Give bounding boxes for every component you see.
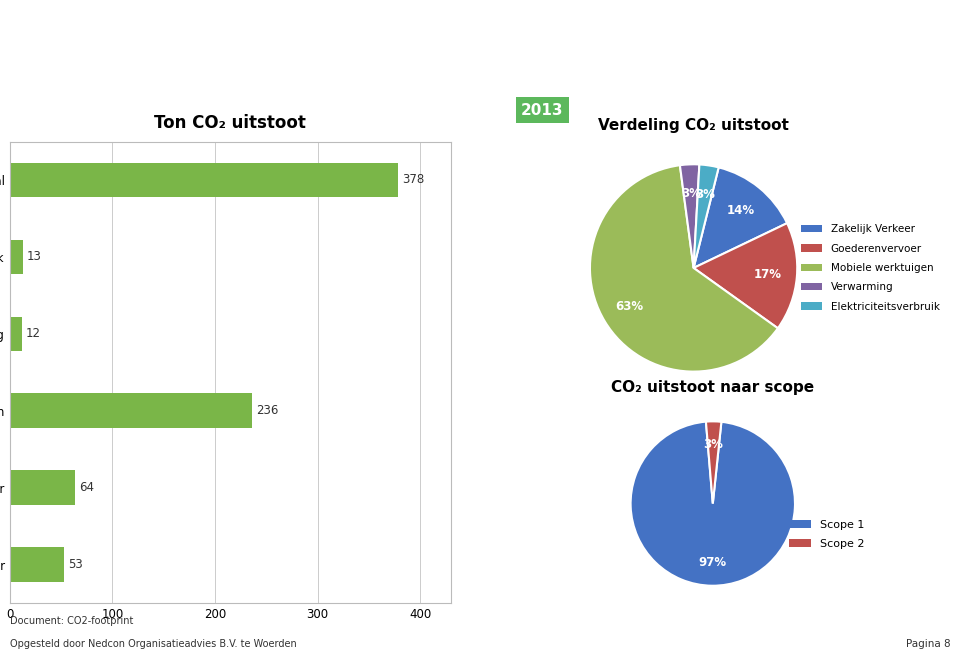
Title: Ton CO₂ uitstoot: Ton CO₂ uitstoot [155, 114, 306, 132]
Text: Document: CO2-footprint: Document: CO2-footprint [10, 616, 133, 627]
Text: 3%: 3% [695, 188, 714, 200]
Text: 236: 236 [256, 405, 278, 417]
Text: 3%: 3% [681, 187, 701, 200]
Title: CO₂ uitstoot naar scope: CO₂ uitstoot naar scope [612, 380, 814, 395]
Bar [10, 548, 64, 582]
Wedge shape [590, 165, 778, 372]
Text: 12: 12 [26, 328, 41, 340]
Text: Pagina 8: Pagina 8 [906, 639, 950, 648]
Bar [10, 393, 252, 428]
Bar [10, 471, 75, 505]
Bar [10, 163, 397, 197]
Text: 2013: 2013 [521, 103, 564, 118]
Text: 7. Overzicht emissies: 7. Overzicht emissies [10, 103, 192, 118]
Bar [10, 240, 23, 274]
Text: 14%: 14% [727, 204, 755, 217]
Wedge shape [693, 223, 797, 328]
Wedge shape [680, 164, 700, 268]
Bar [10, 316, 22, 351]
Text: 13: 13 [27, 250, 42, 264]
Text: 53: 53 [68, 558, 83, 571]
Wedge shape [706, 421, 721, 503]
Text: 64: 64 [80, 481, 94, 494]
Title: Verdeling CO₂ uitstoot: Verdeling CO₂ uitstoot [598, 118, 789, 133]
Wedge shape [631, 422, 795, 586]
Text: 97%: 97% [698, 556, 727, 569]
Text: 17%: 17% [754, 268, 782, 281]
Legend: Scope 1, Scope 2: Scope 1, Scope 2 [784, 515, 869, 554]
Legend: Zakelijk Verkeer, Goederenvervoer, Mobiele werktuigen, Verwarming, Elektriciteit: Zakelijk Verkeer, Goederenvervoer, Mobie… [797, 220, 944, 316]
Text: 378: 378 [402, 173, 424, 186]
Text: Opgesteld door Nedcon Organisatieadvies B.V. te Woerden: Opgesteld door Nedcon Organisatieadvies … [10, 639, 297, 648]
Text: 3%: 3% [704, 438, 723, 451]
Wedge shape [693, 165, 719, 268]
Wedge shape [693, 167, 787, 268]
Text: 63%: 63% [615, 300, 644, 313]
